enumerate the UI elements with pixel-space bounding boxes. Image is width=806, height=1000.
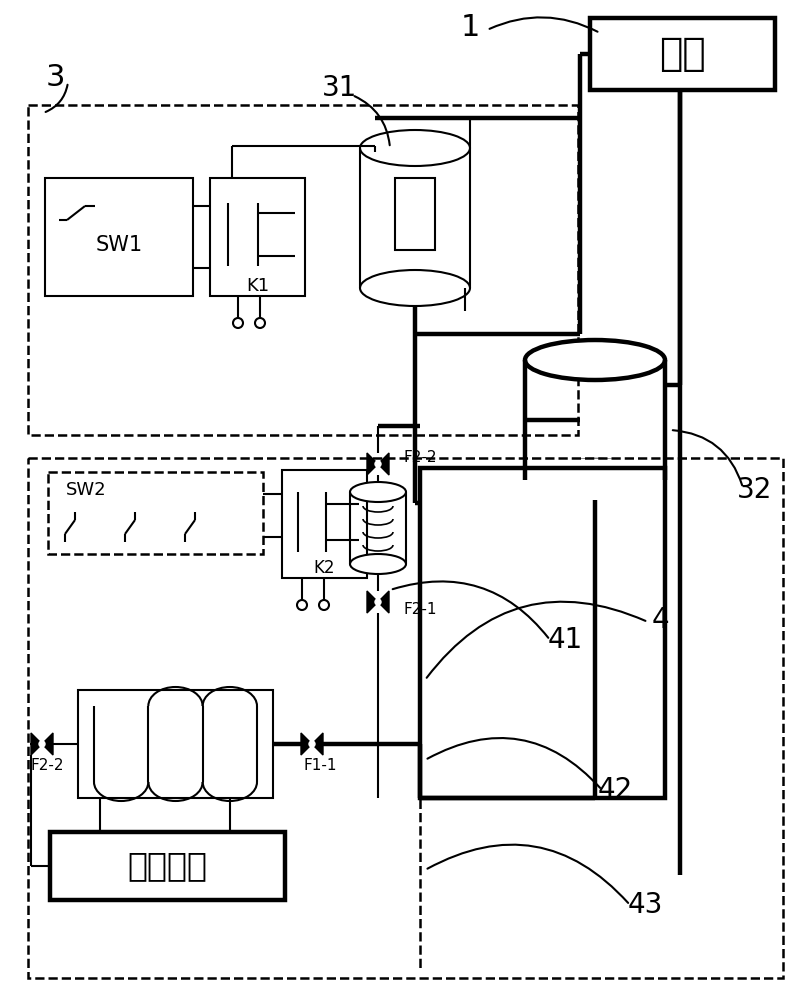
Ellipse shape [525,340,665,380]
Circle shape [375,461,381,467]
Bar [395,178,435,250]
Bar [420,468,665,798]
Polygon shape [301,733,312,755]
Text: K1: K1 [246,277,269,295]
Text: SW1: SW1 [95,235,143,255]
Ellipse shape [360,130,470,166]
Text: K2: K2 [314,559,335,577]
Bar [45,178,193,296]
Bar [50,832,285,900]
Text: 1: 1 [460,13,480,42]
Circle shape [319,600,329,610]
Text: SW2: SW2 [65,481,106,499]
Text: F1-1: F1-1 [303,758,337,774]
Text: 31: 31 [322,74,358,102]
Text: 41: 41 [547,626,583,654]
Ellipse shape [350,554,406,574]
Bar [590,18,775,90]
Circle shape [375,599,381,605]
Text: 4: 4 [651,606,669,634]
Polygon shape [42,733,53,755]
Ellipse shape [350,482,406,502]
Text: 制冷设备: 制冷设备 [127,850,207,882]
Bar [282,470,367,578]
Polygon shape [378,591,389,613]
Circle shape [255,318,265,328]
Text: 43: 43 [627,891,663,919]
Text: F2-2: F2-2 [403,450,437,466]
Circle shape [309,741,315,747]
Bar [78,690,273,798]
Polygon shape [367,591,378,613]
Ellipse shape [525,460,665,500]
Text: 42: 42 [597,776,633,804]
Polygon shape [367,453,378,475]
Polygon shape [31,733,42,755]
Bar [28,105,578,435]
Circle shape [233,318,243,328]
Text: 床垫: 床垫 [659,35,706,73]
Bar [28,458,783,978]
Circle shape [39,741,45,747]
Polygon shape [312,733,323,755]
Ellipse shape [360,270,470,306]
Circle shape [297,600,307,610]
Text: 32: 32 [737,476,773,504]
Text: 3: 3 [45,64,64,93]
Bar [48,472,263,554]
Text: F2-2: F2-2 [31,758,64,774]
Bar [210,178,305,296]
Polygon shape [378,453,389,475]
Text: F2-1: F2-1 [403,602,437,617]
